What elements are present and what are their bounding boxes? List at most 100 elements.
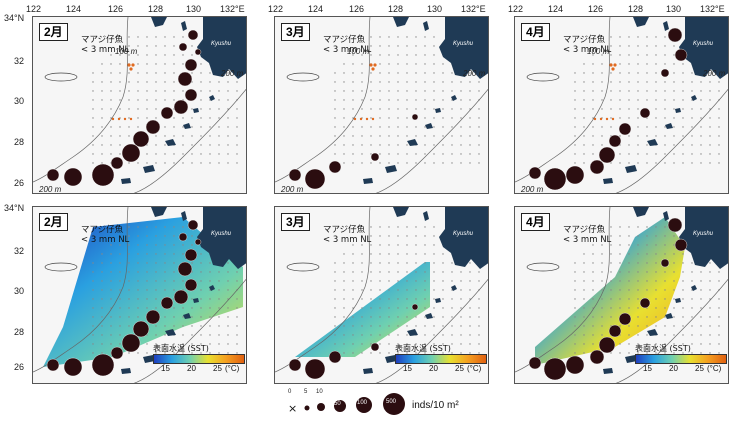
- station-dot: [583, 135, 585, 137]
- station-dot: [637, 63, 639, 65]
- station-dot: [137, 298, 139, 300]
- station-dot: [352, 280, 354, 282]
- station-dot: [583, 90, 585, 92]
- station-dot: [574, 144, 576, 146]
- station-dot: [397, 280, 399, 282]
- station-dot: [164, 280, 166, 282]
- station-dot: [619, 117, 621, 119]
- station-dot: [424, 226, 426, 228]
- station-dot: [146, 262, 148, 264]
- station-dot: [718, 108, 720, 110]
- abundance-circle: [132, 130, 150, 148]
- orange-station: [605, 117, 609, 121]
- station-dot: [397, 162, 399, 164]
- station-dot: [673, 45, 675, 47]
- station-dot: [478, 81, 480, 83]
- station-dot: [128, 81, 130, 83]
- station-dot: [691, 343, 693, 345]
- station-dot: [146, 90, 148, 92]
- station-dot: [164, 271, 166, 273]
- station-dot: [460, 135, 462, 137]
- station-dot: [164, 316, 166, 318]
- abundance-circle: [660, 68, 670, 78]
- station-dot: [101, 162, 103, 164]
- station-dot: [469, 72, 471, 74]
- station-dot: [200, 90, 202, 92]
- station-dot: [433, 280, 435, 282]
- station-dot: [361, 63, 363, 65]
- station-dot: [637, 352, 639, 354]
- station-dot: [146, 289, 148, 291]
- station-dot: [601, 235, 603, 237]
- station-dot: [709, 99, 711, 101]
- station-dot: [101, 280, 103, 282]
- station-dot: [227, 325, 229, 327]
- station-dot: [610, 45, 612, 47]
- station-dot: [433, 244, 435, 246]
- station-dot: [610, 271, 612, 273]
- station-dot: [637, 334, 639, 336]
- island: [435, 298, 441, 303]
- station-dot: [709, 262, 711, 264]
- station-dot: [442, 90, 444, 92]
- station-dot: [583, 325, 585, 327]
- station-dot: [415, 72, 417, 74]
- station-dot: [646, 36, 648, 38]
- station-dot: [164, 63, 166, 65]
- station-dot: [218, 162, 220, 164]
- station-dot: [478, 325, 480, 327]
- station-dot: [155, 36, 157, 38]
- station-dot: [592, 153, 594, 155]
- station-dot: [370, 343, 372, 345]
- station-dot: [415, 108, 417, 110]
- station-dot: [610, 126, 612, 128]
- station-dot: [646, 235, 648, 237]
- station-dot: [601, 253, 603, 255]
- station-dot: [424, 36, 426, 38]
- station-dot: [592, 253, 594, 255]
- station-dot: [682, 280, 684, 282]
- station-dot: [343, 108, 345, 110]
- station-dot: [370, 316, 372, 318]
- station-dot: [682, 99, 684, 101]
- station-dot: [218, 325, 220, 327]
- station-dot: [628, 325, 630, 327]
- colorbar-title: 表面水温 (SST): [395, 344, 451, 353]
- station-dot: [101, 316, 103, 318]
- island: [121, 178, 131, 184]
- species-label: マアジ仔魚 < 3 mm NL: [323, 225, 372, 245]
- station-dot: [682, 271, 684, 273]
- station-dot: [128, 117, 130, 119]
- station-dot: [164, 244, 166, 246]
- station-dot: [478, 162, 480, 164]
- station-dot: [406, 244, 408, 246]
- station-dot: [628, 262, 630, 264]
- station-dot: [664, 36, 666, 38]
- station-dot: [406, 45, 408, 47]
- abundance-circle: [187, 29, 199, 41]
- station-dot: [478, 280, 480, 282]
- station-dot: [601, 280, 603, 282]
- station-dot: [451, 316, 453, 318]
- station-dot: [128, 126, 130, 128]
- station-dot: [110, 90, 112, 92]
- station-dot: [101, 135, 103, 137]
- station-dot: [469, 307, 471, 309]
- station-dot: [379, 81, 381, 83]
- station-dot: [352, 153, 354, 155]
- station-dot: [146, 72, 148, 74]
- station-dot: [619, 81, 621, 83]
- station-dot: [379, 307, 381, 309]
- station-dot: [128, 307, 130, 309]
- station-dot: [218, 280, 220, 282]
- island: [363, 368, 373, 374]
- station-dot: [146, 108, 148, 110]
- orange-station: [359, 117, 363, 121]
- station-dot: [574, 271, 576, 273]
- station-dot: [415, 126, 417, 128]
- station-dot: [655, 271, 657, 273]
- station-dot: [451, 325, 453, 327]
- station-dot: [236, 307, 238, 309]
- larva-illustration: [44, 72, 78, 82]
- station-dot: [460, 271, 462, 273]
